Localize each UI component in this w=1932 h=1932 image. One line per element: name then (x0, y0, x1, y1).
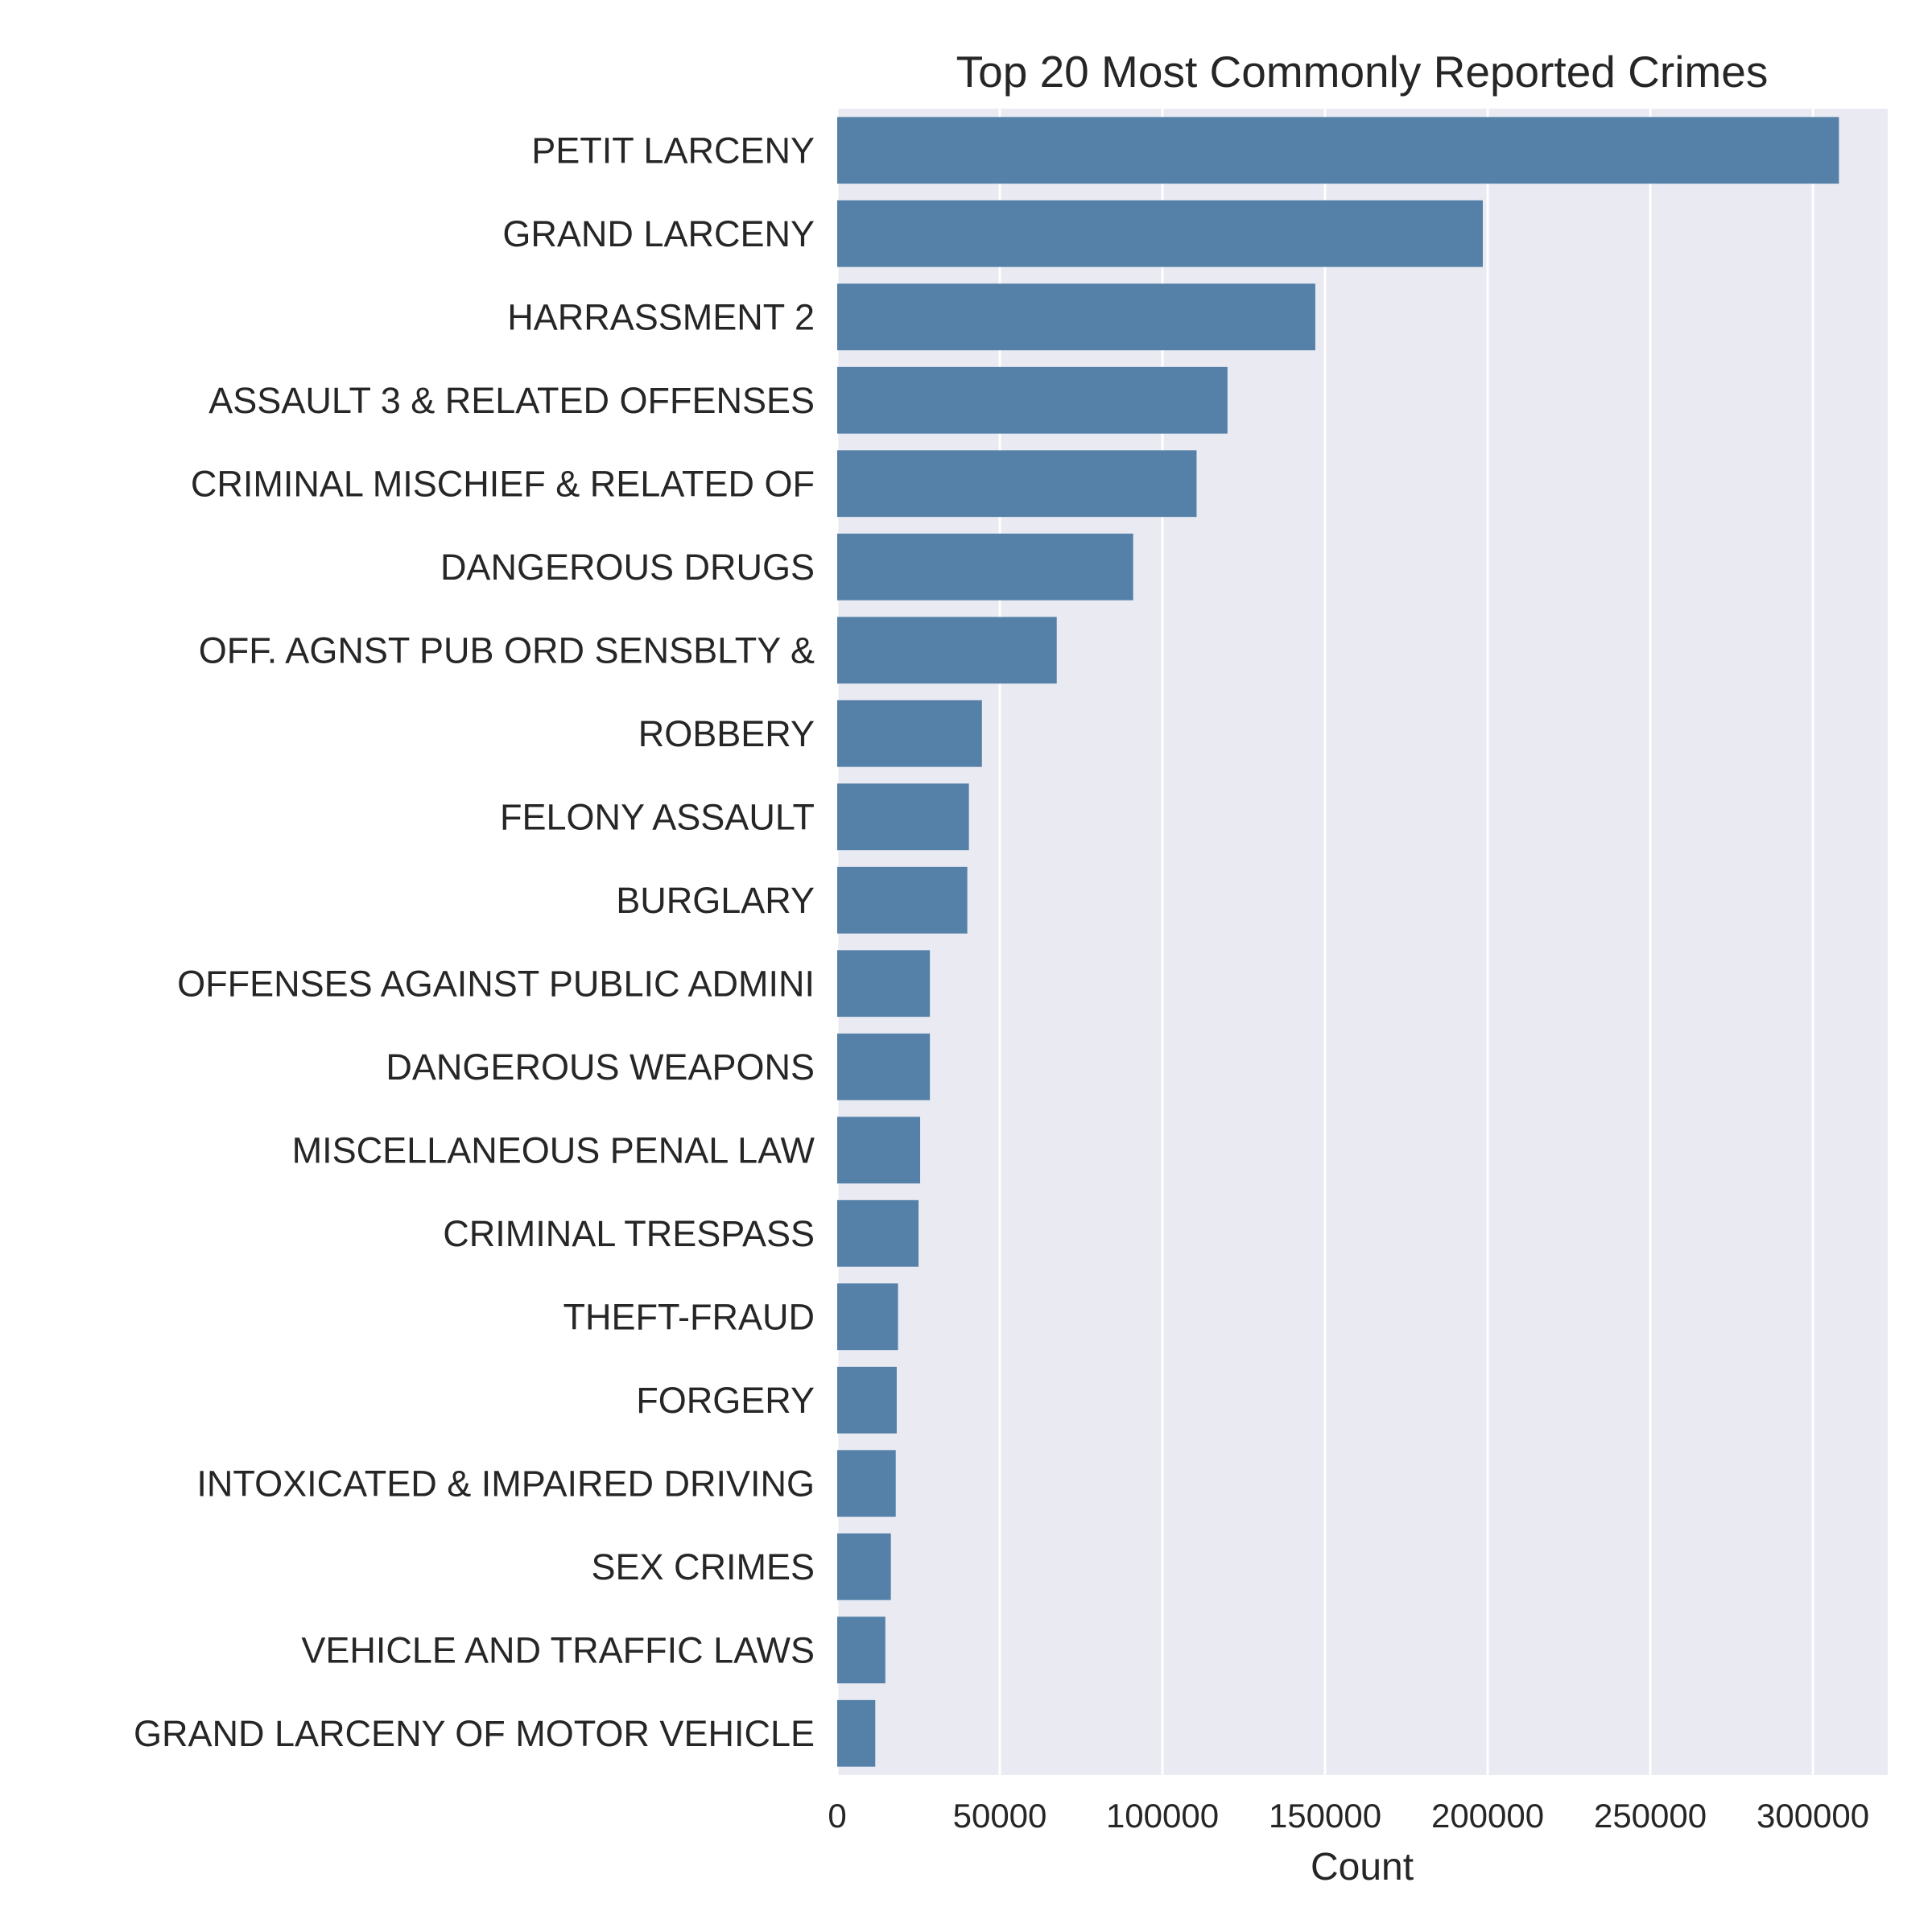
bar (837, 783, 969, 851)
bar (837, 117, 1839, 184)
bar (837, 617, 1057, 684)
x-tick-label: 250000 (1594, 1797, 1707, 1835)
bar (837, 700, 982, 767)
bar (837, 366, 1228, 434)
bar (837, 1117, 921, 1184)
category-label: HARRASSMENT 2 (507, 296, 815, 337)
category-label: ASSAULT 3 & RELATED OFFENSES (208, 380, 815, 421)
x-tick-labels: 0 50000 100000 150000 200000 250000 300000 (828, 1797, 1869, 1835)
bar (837, 1699, 876, 1767)
category-label: INTOXICATED & IMPAIRED DRIVING (196, 1463, 815, 1504)
category-label: VEHICLE AND TRAFFIC LAWS (301, 1629, 815, 1670)
category-label: BURGLARY (616, 880, 815, 921)
bar (837, 1616, 886, 1684)
category-label: THEFT-FRAUD (564, 1296, 815, 1337)
category-label: FELONY ASSAULT (500, 796, 815, 837)
category-labels: PETIT LARCENY GRAND LARCENY HARRASSMENT 2 A… (134, 130, 815, 1754)
category-label: MISCELLANEOUS PENAL LAW (292, 1129, 815, 1170)
plot-background (837, 109, 1888, 1775)
x-axis-title: Count (1311, 1846, 1414, 1889)
x-tick-label: 200000 (1431, 1797, 1544, 1835)
bar (837, 1450, 896, 1517)
category-label: CRIMINAL TRESPASS (443, 1213, 815, 1254)
category-label: PETIT LARCENY (531, 130, 815, 171)
bars (837, 117, 1839, 1767)
bar (837, 1366, 897, 1434)
category-label: FORGERY (636, 1380, 815, 1421)
bar (837, 1033, 931, 1100)
x-tick-label: 100000 (1106, 1797, 1219, 1835)
category-label: GRAND LARCENY OF MOTOR VEHICLE (134, 1713, 815, 1754)
bar (837, 283, 1315, 351)
category-label: OFFENSES AGAINST PUBLIC ADMINI (177, 963, 815, 1004)
category-label: DANGEROUS WEAPONS (386, 1046, 815, 1088)
bar (837, 1199, 919, 1267)
category-label: DANGEROUS DRUGS (440, 547, 815, 588)
chart-title: Top 20 Most Commonly Reported Crimes (956, 47, 1769, 97)
category-label: OFF. AGNST PUB ORD SENSBLTY & (199, 630, 815, 671)
category-label: ROBBERY (638, 713, 815, 754)
bar (837, 950, 931, 1018)
x-tick-label: 150000 (1269, 1797, 1381, 1835)
bar (837, 450, 1197, 518)
x-tick-label: 50000 (953, 1797, 1047, 1835)
x-tick-label: 0 (828, 1797, 846, 1835)
bar (837, 200, 1483, 267)
bar (837, 866, 968, 934)
category-label: CRIMINAL MISCHIEF & RELATED OF (191, 463, 815, 504)
category-label: SEX CRIMES (591, 1546, 815, 1587)
bar (837, 533, 1133, 601)
x-tick-label: 300000 (1757, 1797, 1869, 1835)
bar (837, 1283, 898, 1351)
bar (837, 1533, 891, 1600)
category-label: GRAND LARCENY (502, 213, 815, 254)
